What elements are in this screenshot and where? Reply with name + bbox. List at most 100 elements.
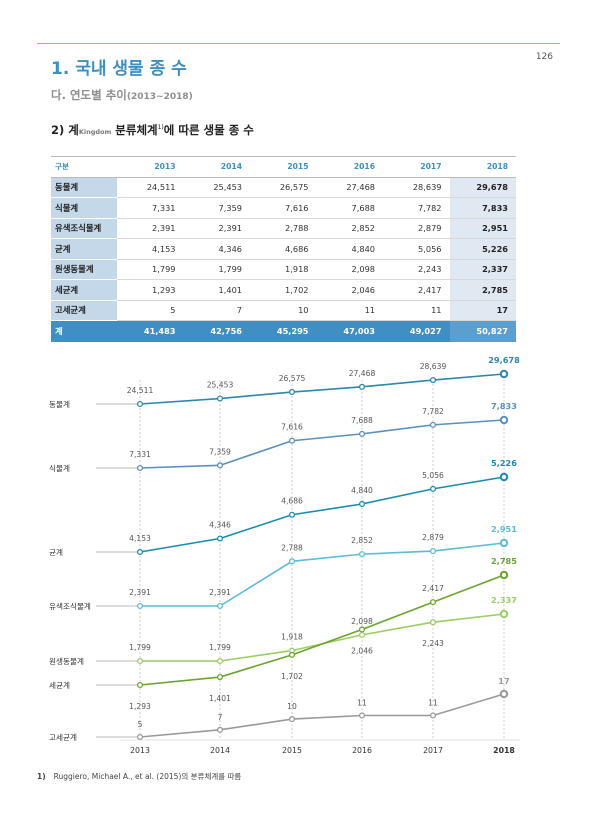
data-label: 11 — [428, 699, 438, 708]
row-label: 유색조식물계 — [51, 218, 117, 239]
row-label: 동물계 — [51, 177, 117, 198]
data-label: 2,046 — [351, 646, 373, 655]
table-row: 유색조식물계 2,391 2,391 2,788 2,852 2,879 2,951 — [51, 218, 516, 239]
data-point — [216, 395, 224, 402]
table-header-row: 구분 2013 2014 2015 2016 2017 2018 — [51, 156, 516, 178]
data-label: 4,840 — [351, 486, 373, 495]
row-label: 균계 — [51, 238, 117, 260]
table-cell: 7,833 — [449, 197, 516, 219]
data-label: 2,391 — [209, 588, 231, 597]
data-label: 2,243 — [422, 639, 444, 648]
data-label: 1,702 — [281, 672, 303, 681]
data-label: 17 — [498, 676, 510, 686]
data-label: 11 — [357, 699, 367, 708]
table-row: 동물계 24,511 25,453 26,575 27,468 28,639 29,678 — [51, 177, 516, 198]
total-cell: 42,756 — [183, 320, 250, 342]
data-label: 7,359 — [209, 447, 231, 456]
data-point — [288, 511, 296, 518]
top-rule — [37, 43, 560, 44]
data-point — [136, 548, 144, 556]
species-table: 구분 2013 2014 2015 2016 2017 2018 동물계 24,5… — [51, 156, 516, 342]
table-cell: 4,840 — [316, 238, 383, 260]
total-cell: 41,483 — [117, 320, 184, 342]
table-heading: 2) 계Kingdom 분류체계1)에 따른 생물 종 수 — [51, 122, 254, 138]
header-label: 구분 — [51, 156, 117, 178]
series-name-label: 세균계 — [49, 680, 70, 690]
data-point — [358, 430, 366, 437]
data-point — [288, 558, 296, 565]
data-point — [216, 462, 224, 469]
table-cell: 29,678 — [449, 177, 516, 198]
data-point — [216, 657, 224, 665]
table-row: 원생동물계 1,799 1,799 1,918 2,098 2,243 2,337 — [51, 259, 516, 280]
table-cell: 7,331 — [117, 197, 184, 219]
table-cell: 2,788 — [250, 218, 317, 239]
table-cell: 1,702 — [250, 279, 317, 301]
table-cell: 2,879 — [383, 218, 450, 239]
section-subtitle: 다. 연도별 추이(2013~2018) — [51, 87, 193, 103]
series-name-label: 고세균계 — [49, 732, 77, 742]
header-year: 2016 — [316, 156, 383, 178]
row-label: 고세균계 — [51, 300, 117, 321]
series-name-label: 동물계 — [49, 399, 70, 409]
data-point — [429, 712, 437, 719]
table-cell: 11 — [316, 300, 383, 321]
series-name-label: 원생동물계 — [49, 656, 84, 666]
table-cell: 1,401 — [183, 279, 250, 301]
table-cell: 1,918 — [250, 259, 317, 280]
data-label: 5 — [138, 720, 143, 729]
data-point — [216, 673, 224, 681]
data-label: 2,337 — [491, 595, 517, 605]
table-cell: 27,468 — [316, 177, 383, 198]
data-label: 1,918 — [281, 633, 303, 642]
data-point — [429, 548, 437, 555]
table-cell: 2,852 — [316, 218, 383, 239]
data-point — [499, 609, 509, 619]
table-row: 고세균계 5 7 10 11 11 17 — [51, 300, 516, 321]
data-point — [136, 657, 144, 665]
table-cell: 2,098 — [316, 259, 383, 280]
table-cell: 25,453 — [183, 177, 250, 198]
data-point — [429, 376, 437, 384]
series-line — [139, 574, 505, 686]
table-cell: 2,391 — [183, 218, 250, 239]
table-total-row: 계 41,483 42,756 45,295 47,003 49,027 50,… — [51, 320, 516, 342]
footnote-text: Ruggiero, Michael A., et al. (2015)의 분류체… — [53, 772, 242, 781]
table-row: 식물계 7,331 7,359 7,616 7,688 7,782 7,833 — [51, 197, 516, 219]
table-cell: 11 — [383, 300, 450, 321]
heading-footnote-ref: 1) — [157, 124, 164, 132]
table-cell: 4,153 — [117, 238, 184, 260]
series-line — [140, 542, 505, 607]
table-cell: 10 — [250, 300, 317, 321]
data-point — [358, 500, 366, 508]
table-cell: 26,575 — [250, 177, 317, 198]
data-point — [429, 599, 437, 606]
data-point — [216, 535, 224, 542]
x-tick-label: 2015 — [282, 746, 302, 755]
table-cell: 7,688 — [316, 197, 383, 219]
data-label: 7,833 — [491, 401, 517, 411]
data-point — [358, 712, 366, 719]
data-point — [136, 681, 144, 689]
data-label: 5,056 — [422, 471, 444, 480]
table-cell: 5 — [117, 300, 184, 321]
table-row: 균계 4,153 4,346 4,686 4,840 5,056 5,226 — [51, 238, 516, 260]
table-cell: 2,046 — [316, 279, 383, 301]
table-cell: 24,511 — [117, 177, 184, 198]
series-line — [139, 373, 505, 405]
data-point — [429, 485, 437, 492]
data-label: 7,782 — [422, 407, 444, 416]
data-label: 2,417 — [422, 584, 444, 593]
header-year: 2014 — [183, 156, 250, 178]
data-point — [499, 472, 509, 482]
data-point — [288, 388, 296, 396]
series-line — [139, 476, 505, 553]
line-chart: 동물계 24,511 25,453 26,575 27,468 28,639 29,678 식… — [49, 355, 520, 755]
total-cell: 45,295 — [250, 320, 317, 342]
data-point — [136, 400, 144, 408]
header-year: 2015 — [250, 156, 317, 178]
data-point — [499, 415, 509, 425]
data-label: 4,153 — [129, 534, 151, 543]
data-label: 7 — [218, 713, 223, 722]
table-cell: 7 — [183, 300, 250, 321]
